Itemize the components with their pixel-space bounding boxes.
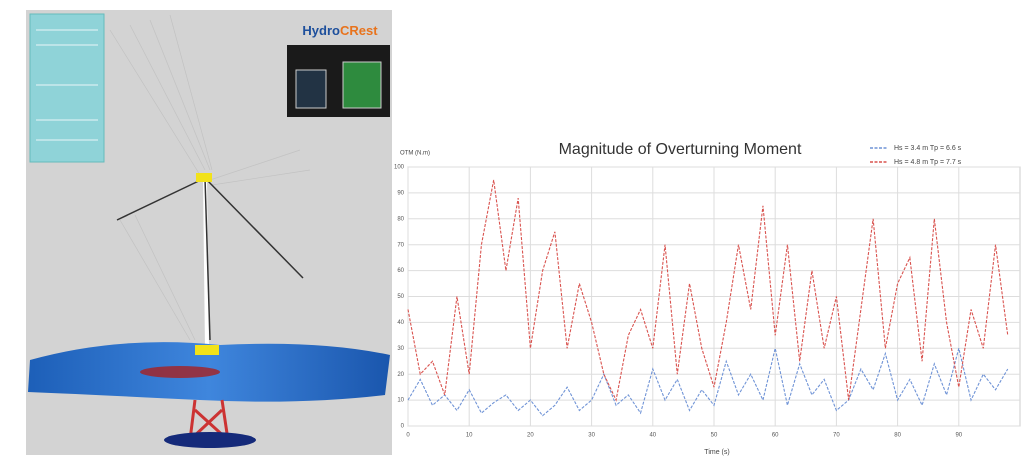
logo: HydroCRest [302, 23, 378, 38]
y-axis-label: OTM (N.m) [400, 151, 430, 157]
x-tick-label: 80 [894, 433, 901, 439]
y-tick-label: 20 [397, 372, 404, 378]
seabed [164, 432, 256, 448]
series-line [408, 180, 1008, 400]
y-tick-label: 90 [397, 190, 404, 196]
x-tick-label: 50 [711, 433, 718, 439]
nacelle [196, 173, 212, 182]
logo-part: Hydro [302, 23, 340, 38]
y-tick-label: 40 [397, 320, 404, 326]
monitor-graph [343, 62, 381, 108]
platform [195, 345, 219, 355]
x-tick-label: 20 [527, 433, 534, 439]
y-tick-label: 100 [394, 165, 405, 171]
legend-label: Hs = 4.8 m Tp = 7.7 s [894, 159, 962, 166]
y-tick-label: 60 [397, 268, 404, 274]
y-tick-label: 10 [397, 398, 404, 404]
y-tick-label: 70 [397, 242, 404, 248]
y-tick-label: 50 [397, 294, 404, 300]
y-tick-label: 80 [397, 216, 404, 222]
legend-label: Hs = 3.4 m Tp = 6.6 s [894, 145, 962, 152]
chart-title: Magnitude of Overturning Moment [559, 141, 802, 158]
x-tick-label: 10 [466, 433, 473, 439]
logo-part: CRest [340, 23, 378, 38]
x-tick-label: 60 [772, 433, 779, 439]
x-tick-label: 30 [588, 433, 595, 439]
y-tick-label: 30 [397, 346, 404, 352]
x-tick-label: 40 [649, 433, 656, 439]
monitor-icon [296, 70, 326, 108]
y-tick-label: 0 [401, 424, 405, 430]
platform-shadow [140, 366, 220, 378]
x-tick-label: 70 [833, 433, 840, 439]
page: HydroCRest Magnitude of Overturning Mome… [0, 0, 1026, 459]
x-tick-label: 90 [955, 433, 962, 439]
x-axis-label: Time (s) [704, 449, 729, 456]
x-tick-label: 0 [406, 433, 410, 439]
series-line [408, 348, 1008, 415]
